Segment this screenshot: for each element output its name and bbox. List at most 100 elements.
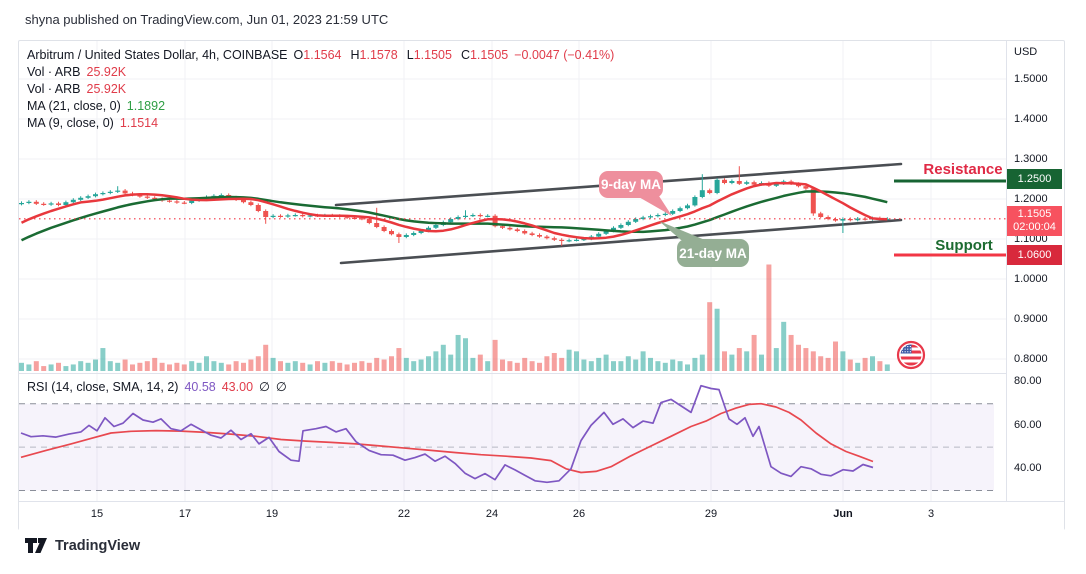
volume-bar: [403, 357, 409, 371]
candle: [418, 231, 424, 233]
volume-bar: [374, 357, 380, 371]
support-price-badge: 1.0600: [1007, 245, 1062, 265]
volume-bar: [418, 359, 424, 371]
volume-bar: [463, 338, 468, 371]
volume-bar: [359, 361, 365, 371]
time-axis[interactable]: 15 17 19 22 24 26 29 Jun 3: [19, 501, 1064, 530]
volume-bar: [670, 359, 676, 371]
axis-label-1.1000: 1.1000: [1014, 233, 1048, 245]
candle: [455, 217, 461, 219]
volume-bar: [292, 361, 298, 371]
candle: [48, 203, 54, 205]
time-tick-17: 17: [178, 508, 192, 520]
candle: [366, 219, 372, 223]
volume-bar: [603, 354, 609, 371]
last-price-countdown-badge: 1.1505 02:00:04: [1007, 206, 1062, 236]
candle: [152, 197, 158, 199]
volume-bar: [152, 357, 158, 371]
price-chart-canvas[interactable]: [19, 41, 1006, 373]
ma9-legend-row[interactable]: MA (9, close, 0) 1.1514: [27, 114, 614, 131]
volume-bar: [107, 361, 113, 371]
candle: [344, 216, 350, 218]
volume-bar: [862, 357, 868, 371]
volume-bar: [389, 356, 394, 371]
tradingview-footer[interactable]: TradingView: [25, 537, 140, 554]
ma9-callout-bubble: 9-day MA: [599, 171, 663, 198]
candle: [278, 215, 283, 217]
volume-bar: [677, 361, 683, 371]
price-scale-axis[interactable]: USD 1.5000 1.4000 1.3000 1.2000 1.1000 1.0000 0…: [1006, 41, 1066, 501]
volume-legend-row-2[interactable]: Vol · ARB 25.92K: [27, 80, 614, 97]
price-pane[interactable]: Arbitrum / United States Dollar, 4h, COI…: [19, 41, 1006, 373]
volume-legend-row-1[interactable]: Vol · ARB 25.92K: [27, 63, 614, 80]
time-tick-jun: Jun: [833, 508, 853, 520]
volume-bar: [810, 351, 816, 371]
volume-bar: [818, 356, 824, 371]
candle: [396, 234, 402, 237]
volume-bar: [455, 334, 461, 371]
volume-bar: [522, 357, 528, 371]
candle: [818, 213, 824, 217]
volume-bar: [33, 361, 39, 371]
candle: [115, 190, 121, 192]
candle: [241, 199, 246, 203]
volume-bar: [218, 362, 224, 371]
volume-bar: [174, 362, 180, 371]
candle: [648, 216, 653, 218]
volume-bar: [537, 362, 542, 371]
rsi-empty-value-2: ∅: [275, 380, 287, 394]
candle: [596, 233, 602, 237]
rsi-chart-canvas[interactable]: [19, 374, 1006, 501]
candle: [662, 213, 668, 215]
volume-bar: [759, 354, 764, 371]
candle: [122, 190, 128, 194]
volume-bar: [137, 362, 143, 371]
rsi-legend-row[interactable]: RSI (14, close, SMA, 14, 2) 40.58 43.00 …: [27, 378, 287, 395]
volume-bar: [352, 362, 357, 371]
volume-bar: [470, 357, 476, 371]
candle: [833, 219, 838, 221]
resistance-label: Resistance: [923, 161, 1003, 178]
ma21-legend-row[interactable]: MA (21, close, 0) 1.1892: [27, 97, 614, 114]
axis-label-1.0000: 1.0000: [1014, 273, 1048, 285]
candle: [255, 205, 261, 211]
ma9-value: 1.1514: [119, 115, 159, 130]
ma21-callout-bubble: 21-day MA: [677, 239, 749, 267]
ma21-value: 1.1892: [126, 98, 166, 113]
candle: [292, 215, 298, 217]
price-pane-legend[interactable]: Arbitrum / United States Dollar, 4h, COI…: [27, 46, 614, 131]
symbol-legend-row[interactable]: Arbitrum / United States Dollar, 4h, COI…: [27, 46, 614, 63]
volume-bar: [159, 362, 165, 371]
volume-bar: [855, 362, 861, 371]
candle: [93, 194, 98, 197]
volume-bar: [63, 366, 69, 371]
change-value: −0.0047 (−0.41%): [514, 47, 615, 62]
volume-bar: [19, 362, 24, 371]
axis-label-60.00: 60.00: [1014, 419, 1042, 431]
byline: shyna published on TradingView.com, Jun …: [25, 12, 389, 27]
candle: [670, 211, 676, 214]
rsi-pane[interactable]: RSI (14, close, SMA, 14, 2) 40.58 43.00 …: [19, 373, 1006, 501]
candle: [85, 196, 91, 198]
tradingview-wordmark: TradingView: [55, 537, 141, 554]
support-label: Support: [935, 237, 993, 254]
volume-bar: [707, 302, 713, 371]
candle: [566, 240, 572, 242]
candle: [389, 231, 394, 235]
candle: [448, 219, 454, 223]
rsi-empty-value-1: ∅: [259, 380, 270, 394]
candle: [847, 219, 853, 221]
ohlc-pair: O1.1564: [293, 47, 342, 62]
volume-bar: [381, 359, 387, 371]
volume-bar: [93, 359, 98, 371]
volume-bar: [648, 357, 653, 371]
volume-bar: [315, 361, 320, 371]
volume-bar: [366, 362, 372, 371]
volume-bar: [300, 362, 306, 371]
volume-bar: [507, 361, 513, 371]
volume-bar: [56, 362, 61, 371]
candle: [559, 239, 565, 241]
candle: [307, 215, 313, 217]
rsi-legend[interactable]: RSI (14, close, SMA, 14, 2) 40.58 43.00 …: [27, 378, 287, 395]
tradingview-logo-icon: [25, 538, 47, 553]
